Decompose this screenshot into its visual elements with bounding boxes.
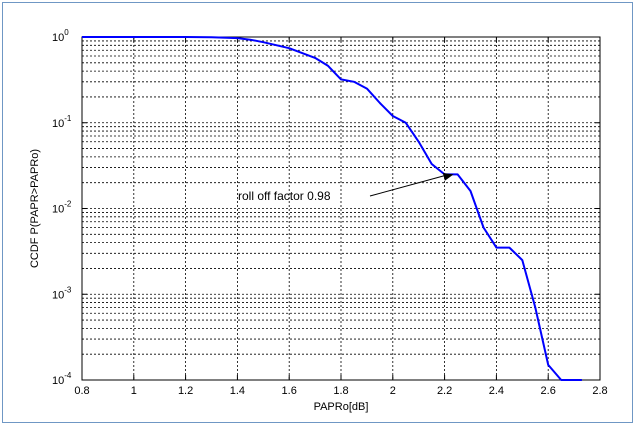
axes [81,36,601,381]
y-tick-base: 10 [52,289,64,301]
x-axis-label: PAPRo[dB] [314,401,369,413]
series-line [82,36,582,381]
y-tick-exponent: -3 [64,285,72,294]
x-tick-label: 2.4 [489,385,504,397]
y-tick-exponent: -2 [64,200,72,209]
x-tick-label: 1.6 [282,385,297,397]
y-tick-base: 10 [52,118,64,130]
x-tick-label: 2.8 [592,385,607,397]
y-tick-label: 100 [52,28,69,44]
x-tick-label: 2 [390,385,396,397]
annotation-arrow-head [442,173,454,181]
series-layer [82,36,582,381]
label-layer: 0.8 1 1.2 1.4 1.6 1.8 2 2.2 2.4 2.6 2.810010-110-2… [29,28,608,413]
y-tick-label: 10-2 [52,200,72,216]
annotation-label: roll off factor 0.98 [238,189,331,203]
x-tick-label: 2.6 [541,385,556,397]
y-tick-base: 10 [52,204,64,216]
y-tick-label: 10-3 [52,285,72,301]
annotation-layer: roll off factor 0.98 [238,173,454,203]
y-tick-label: 10-1 [52,114,72,130]
grid [82,37,600,380]
y-tick-exponent: -4 [64,371,72,380]
x-tick-label: 0.8 [74,385,89,397]
annotation-arrow-line [369,174,446,197]
y-axis-label: CCDF P(PAPR>PAPRo) [29,149,41,268]
y-tick-exponent: -1 [64,114,72,123]
x-tick-label: 1 [131,385,137,397]
y-tick-label: 10-4 [52,371,72,387]
y-tick-exponent: 0 [64,28,69,37]
x-tick-label: 1.8 [333,385,348,397]
x-tick-label: 2.2 [437,385,452,397]
y-tick-base: 10 [52,32,64,44]
x-tick-label: 1.2 [178,385,193,397]
y-tick-base: 10 [52,375,64,387]
x-tick-label: 1.4 [230,385,245,397]
